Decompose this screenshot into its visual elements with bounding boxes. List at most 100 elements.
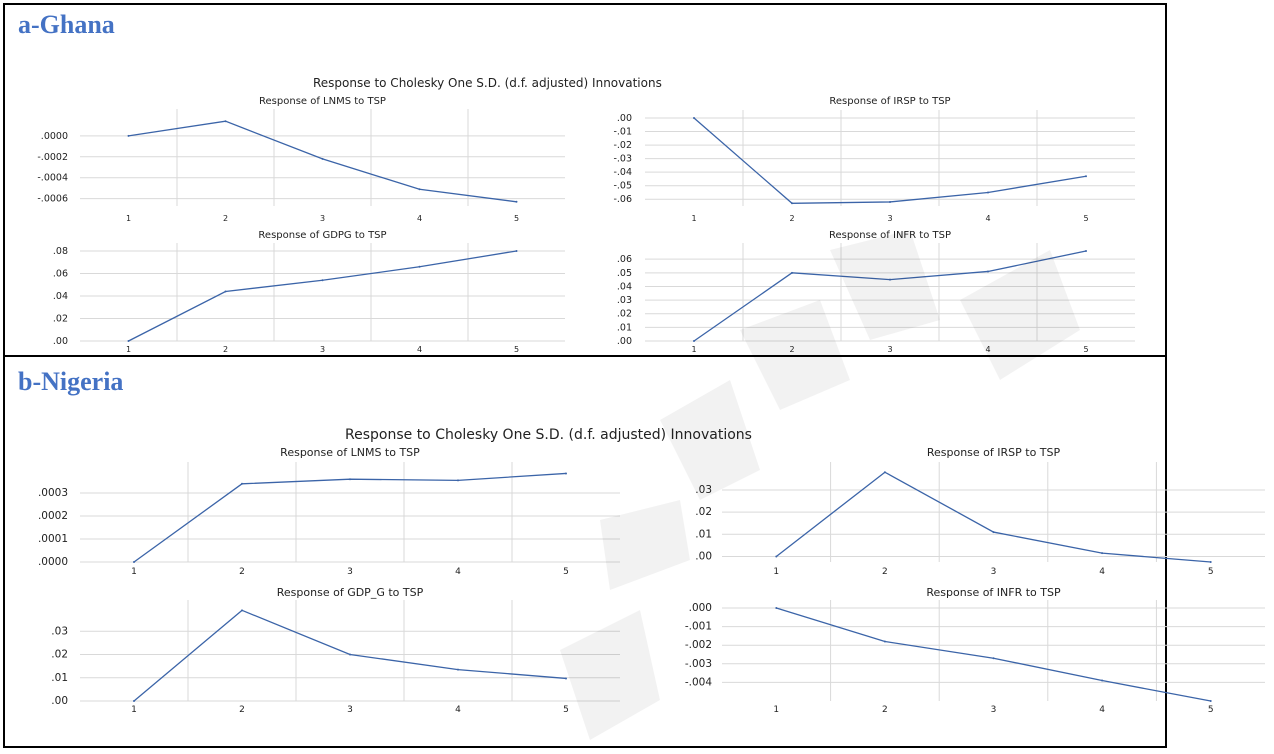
series-line — [133, 472, 567, 563]
data-point — [883, 471, 886, 474]
y-tick-label: -.0004 — [37, 173, 68, 184]
data-point — [127, 134, 130, 137]
x-tick-label: 4 — [985, 345, 990, 354]
x-tick-label: 3 — [320, 214, 325, 223]
series-line — [775, 471, 1211, 563]
y-tick-label: .03 — [51, 625, 68, 637]
chart-title: Response of LNMS to TSP — [259, 96, 386, 107]
y-tick-label: .08 — [53, 246, 68, 257]
data-point — [791, 271, 793, 274]
series-line — [776, 607, 1211, 702]
y-tick-label: .02 — [53, 314, 68, 325]
data-point — [992, 657, 995, 660]
y-tick-label: .03 — [695, 484, 712, 496]
data-point — [418, 188, 421, 191]
x-tick-label: 5 — [563, 567, 569, 577]
data-point — [127, 340, 130, 342]
data-point — [1101, 552, 1104, 555]
y-tick-label: .05 — [617, 268, 632, 279]
x-tick-label: 1 — [126, 345, 131, 354]
x-tick-label: 3 — [991, 705, 997, 715]
data-point — [241, 609, 243, 612]
y-tick-label: .00 — [617, 336, 632, 347]
data-point — [992, 531, 995, 534]
data-point — [515, 250, 518, 252]
data-point — [987, 270, 989, 273]
y-tick-label: .0000 — [38, 556, 68, 568]
data-point — [775, 555, 778, 558]
x-tick-label: 4 — [417, 345, 422, 354]
x-tick-label: 1 — [131, 705, 137, 715]
y-tick-label: -.06 — [613, 194, 632, 205]
y-tick-label: .04 — [53, 291, 68, 302]
x-tick-label: 2 — [882, 567, 888, 577]
data-point — [565, 677, 567, 680]
y-tick-label: -.004 — [685, 676, 712, 688]
chart-1: .0000 -.0002 -.0004 -.0006 1 2 3 4 5 Response of … — [37, 96, 565, 223]
data-point — [515, 200, 518, 203]
x-tick-label: 5 — [1083, 214, 1088, 223]
y-tick-label: .06 — [53, 269, 68, 280]
data-point — [1101, 679, 1104, 682]
x-tick-label: 4 — [1099, 567, 1105, 577]
x-tick-label: 3 — [347, 705, 353, 715]
y-tick-label: .01 — [695, 528, 712, 540]
panel-divider — [3, 355, 1167, 357]
y-tick-label: .02 — [695, 506, 712, 518]
data-point — [224, 120, 227, 123]
x-tick-label: 2 — [789, 345, 794, 354]
chart-title: Response of IRSP to TSP — [829, 96, 950, 107]
x-tick-label: 4 — [455, 567, 461, 577]
chart-8: .000 -.001 -.002 -.003 -.004 1 2 3 4 5 Response of… — [685, 586, 1265, 715]
x-tick-label: 1 — [131, 567, 137, 577]
y-tick-label: .00 — [53, 336, 68, 347]
x-tick-label: 5 — [1208, 705, 1214, 715]
series-line — [128, 120, 517, 203]
data-point — [883, 640, 886, 643]
data-point — [693, 117, 695, 119]
x-tick-label: 2 — [239, 705, 245, 715]
y-tick-label: .000 — [689, 602, 712, 614]
x-tick-label: 5 — [514, 214, 519, 223]
x-tick-label: 2 — [882, 705, 888, 715]
chart-2: .00 -.01 -.02 -.03 -.04 -.05 -.06 1 2 3 4 5 Response… — [613, 96, 1135, 223]
data-point — [133, 700, 135, 702]
x-tick-label: 2 — [789, 214, 794, 223]
y-tick-label: .01 — [617, 322, 632, 333]
x-tick-label: 1 — [691, 214, 696, 223]
y-tick-label: -.0006 — [37, 194, 68, 205]
y-tick-label: .04 — [617, 281, 632, 292]
chart-title: Response of INFR to TSP — [926, 586, 1061, 599]
data-point — [418, 265, 421, 268]
data-point — [889, 278, 891, 281]
data-point — [457, 479, 459, 482]
x-tick-label: 3 — [320, 345, 325, 354]
y-tick-label: .01 — [51, 672, 68, 684]
x-tick-label: 4 — [985, 214, 990, 223]
x-tick-label: 2 — [239, 567, 245, 577]
series-line — [693, 117, 1087, 204]
chart-6: .00 .01 .02 .03 1 2 3 4 5 Response of IRSP to TSP — [695, 446, 1265, 577]
data-point — [349, 478, 351, 481]
y-tick-label: .0001 — [38, 533, 68, 545]
y-tick-label: -.02 — [613, 140, 632, 151]
x-tick-label: 5 — [1083, 345, 1088, 354]
y-tick-label: -.003 — [685, 658, 712, 670]
data-point — [791, 202, 793, 205]
data-point — [457, 668, 459, 671]
chart-title: Response of LNMS to TSP — [280, 446, 420, 459]
y-tick-label: -.01 — [613, 127, 632, 138]
data-point — [889, 200, 891, 203]
x-tick-label: 4 — [1099, 705, 1105, 715]
data-point — [1085, 175, 1087, 178]
y-tick-label: .0002 — [38, 510, 68, 522]
data-point — [775, 607, 778, 609]
data-point — [565, 472, 567, 475]
x-tick-label: 4 — [455, 705, 461, 715]
x-tick-label: 2 — [223, 345, 228, 354]
x-tick-label: 3 — [887, 345, 892, 354]
y-tick-label: .0003 — [38, 487, 68, 499]
data-point — [224, 290, 227, 293]
x-tick-label: 5 — [563, 705, 569, 715]
